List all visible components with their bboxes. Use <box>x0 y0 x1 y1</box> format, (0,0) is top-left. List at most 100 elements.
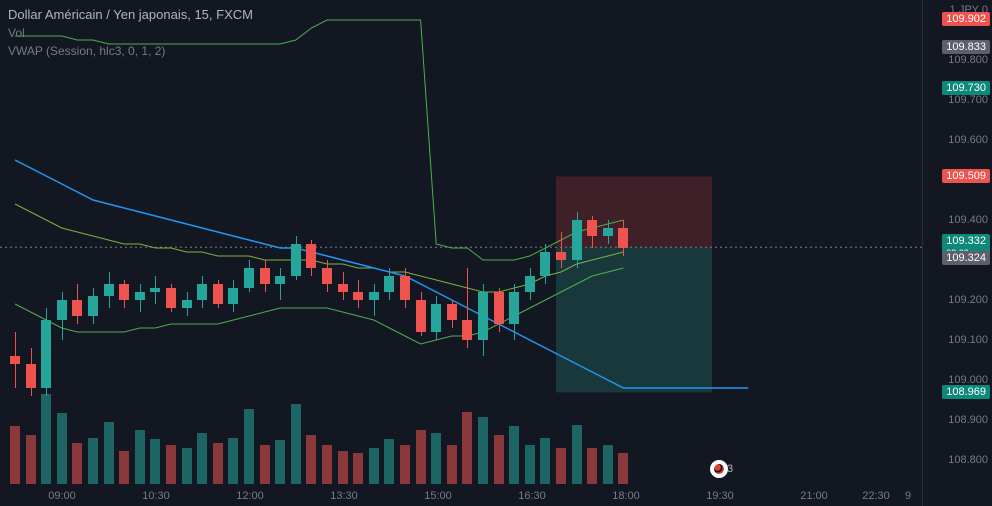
volume-bar <box>104 422 114 484</box>
volume-bar <box>556 448 566 484</box>
candle-wick <box>561 232 562 268</box>
y-tick: 109.100 <box>948 334 988 346</box>
candle-body <box>72 300 82 316</box>
x-tick: 21:00 <box>800 490 828 502</box>
candle-body <box>509 292 519 324</box>
idea-count: 3 <box>727 463 733 475</box>
candle-body <box>572 220 582 260</box>
price-label: 108.969 <box>942 385 990 399</box>
candle-body <box>338 284 348 292</box>
candle-body <box>353 292 363 300</box>
candle-body <box>540 252 550 276</box>
price-label: 109.509 <box>942 169 990 183</box>
y-tick: 108.900 <box>948 414 988 426</box>
volume-bar <box>384 439 394 484</box>
volume-bar <box>306 435 316 484</box>
volume-indicator-label: Vol <box>8 24 253 42</box>
candle-body <box>228 288 238 304</box>
volume-bar <box>338 451 348 484</box>
candle-body <box>478 292 488 340</box>
volume-bar <box>182 448 192 484</box>
x-tick: 13:30 <box>330 490 358 502</box>
y-tick: 109.600 <box>948 134 988 146</box>
candle-body <box>41 320 51 388</box>
candle-body <box>166 288 176 308</box>
volume-bar <box>41 394 51 484</box>
price-axis[interactable]: 1 JPY 0 109.800109.700109.600109.400109.… <box>922 0 992 506</box>
volume-bar <box>540 438 550 484</box>
volume-bar <box>369 448 379 484</box>
y-tick: 108.800 <box>948 454 988 466</box>
volume-bar <box>88 438 98 484</box>
candle-body <box>447 304 457 320</box>
candle-body <box>416 300 426 332</box>
candle-body <box>431 304 441 332</box>
candle-body <box>26 364 36 388</box>
price-label: 109.730 <box>942 81 990 95</box>
volume-bar <box>494 435 504 484</box>
volume-bar <box>462 412 472 484</box>
volume-bar <box>509 426 519 484</box>
x-tick: 16:30 <box>518 490 546 502</box>
x-tick: 19:30 <box>706 490 734 502</box>
target-zone <box>556 247 712 392</box>
candle-body <box>306 244 316 268</box>
volume-bar <box>260 445 270 484</box>
x-tick: 09:00 <box>48 490 76 502</box>
volume-bar <box>228 438 238 484</box>
y-tick: 109.700 <box>948 94 988 106</box>
candle-body <box>182 300 192 308</box>
candle-body <box>322 268 332 284</box>
candle-body <box>494 292 504 324</box>
candle-body <box>88 296 98 316</box>
volume-bar <box>447 445 457 484</box>
vwap-indicator-label: VWAP (Session, hlc3, 0, 1, 2) <box>8 42 253 60</box>
candle-body <box>10 356 20 364</box>
y-tick: 109.400 <box>948 214 988 226</box>
y-tick: 109.000 <box>948 374 988 386</box>
volume-bar <box>135 430 145 484</box>
candle-body <box>135 292 145 300</box>
volume-bar <box>119 451 129 484</box>
candle-body <box>462 320 472 340</box>
candle-body <box>260 268 270 284</box>
candle-body <box>104 284 114 296</box>
chart-area[interactable]: Dollar Américain / Yen japonais, 15, FXC… <box>0 0 922 506</box>
y-tick: 109.200 <box>948 294 988 306</box>
price-label: 109.324 <box>942 251 990 265</box>
candle-body <box>525 276 535 292</box>
volume-bar <box>400 445 410 484</box>
volume-bar <box>603 445 613 484</box>
volume-bar <box>322 445 332 484</box>
volume-bar <box>431 433 441 484</box>
candle-body <box>556 252 566 260</box>
volume-bar <box>150 439 160 484</box>
candle-body <box>618 228 628 248</box>
candle-body <box>587 220 597 236</box>
candle-body <box>57 300 67 320</box>
candle-body <box>369 292 379 300</box>
x-tick: 12:00 <box>236 490 264 502</box>
volume-bar <box>275 440 285 484</box>
chart-header: Dollar Américain / Yen japonais, 15, FXC… <box>8 6 253 60</box>
volume-bar <box>197 433 207 484</box>
x-tick: 9 <box>905 490 911 502</box>
volume-bar <box>26 435 36 484</box>
volume-bar <box>587 448 597 484</box>
volume-bar <box>416 430 426 484</box>
volume-bar <box>72 443 82 484</box>
volume-bar <box>572 425 582 484</box>
volume-bar <box>353 453 363 484</box>
candle-body <box>291 244 301 276</box>
candle-body <box>119 284 129 300</box>
candle-wick <box>374 284 375 316</box>
candle-body <box>244 268 254 288</box>
volume-bar <box>57 413 67 484</box>
symbol-title: Dollar Américain / Yen japonais, 15, FXC… <box>8 6 253 24</box>
y-tick: 109.800 <box>948 54 988 66</box>
x-tick: 18:00 <box>612 490 640 502</box>
x-tick: 15:00 <box>424 490 452 502</box>
volume-bar <box>478 417 488 484</box>
x-tick: 22:30 <box>862 490 890 502</box>
x-tick: 10:30 <box>142 490 170 502</box>
